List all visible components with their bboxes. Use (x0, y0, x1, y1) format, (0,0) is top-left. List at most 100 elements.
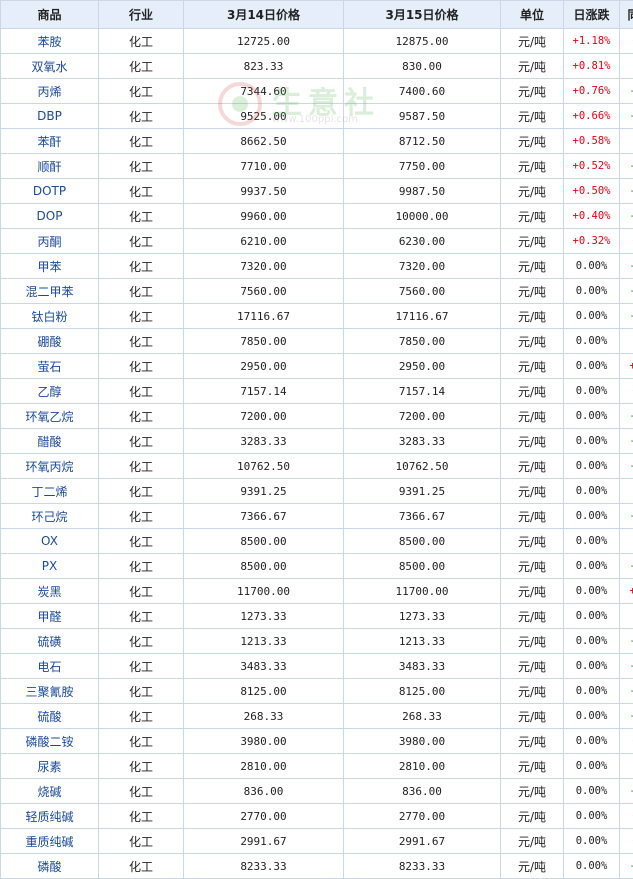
yoy-change-cell: -16.90% (619, 778, 633, 804)
price-2-cell: 3980.00 (343, 728, 501, 754)
unit-cell: 元/吨 (500, 103, 564, 129)
industry-cell: 化工 (98, 128, 184, 154)
product-name-cell[interactable]: 环氧丙烷 (0, 453, 99, 479)
product-name-cell[interactable]: OX (0, 528, 99, 554)
unit-cell: 元/吨 (500, 528, 564, 554)
industry-cell: 化工 (98, 828, 184, 854)
price-2-cell: 836.00 (343, 778, 501, 804)
product-name-cell[interactable]: 萤石 (0, 353, 99, 379)
daily-change-cell: 0.00% (563, 353, 620, 379)
price-1-cell: 2991.67 (183, 828, 344, 854)
yoy-change-cell: +13.07% (619, 353, 633, 379)
yoy-change-cell: -9.21% (619, 603, 633, 629)
header-yoy-change: 同比涨跌 (619, 0, 633, 29)
product-name-cell[interactable]: PX (0, 553, 99, 579)
product-name-cell[interactable]: 乙醇 (0, 378, 99, 404)
product-name-cell[interactable]: 尿素 (0, 753, 99, 779)
product-name-cell[interactable]: 电石 (0, 653, 99, 679)
industry-cell: 化工 (98, 678, 184, 704)
price-1-cell: 2770.00 (183, 803, 344, 829)
product-name-cell[interactable]: 轻质纯碱 (0, 803, 99, 829)
yoy-change-cell: -5.56% (619, 528, 633, 554)
price-2-cell: 10762.50 (343, 453, 501, 479)
industry-cell: 化工 (98, 278, 184, 304)
daily-change-cell: 0.00% (563, 478, 620, 504)
product-name-cell[interactable]: 双氧水 (0, 53, 99, 79)
unit-cell: 元/吨 (500, 303, 564, 329)
product-name-cell[interactable]: 丙烯 (0, 78, 99, 104)
product-name-cell[interactable]: 三聚氰胺 (0, 678, 99, 704)
price-1-cell: 6210.00 (183, 228, 344, 254)
price-2-cell: 7320.00 (343, 253, 501, 279)
product-name-cell[interactable]: 烧碱 (0, 778, 99, 804)
product-name-cell[interactable]: 硫磺 (0, 628, 99, 654)
product-name-cell[interactable]: 环己烷 (0, 503, 99, 529)
table-header: 商品 行业 3月14日价格 3月15日价格 单位 日涨跌 同比涨跌 (0, 0, 633, 29)
unit-cell: 元/吨 (500, 853, 564, 879)
yoy-change-cell: +1.38% (619, 28, 633, 54)
product-name-cell[interactable]: DOTP (0, 178, 99, 204)
price-1-cell: 7710.00 (183, 153, 344, 179)
price-2-cell: 7750.00 (343, 153, 501, 179)
price-2-cell: 1213.33 (343, 628, 501, 654)
industry-cell: 化工 (98, 778, 184, 804)
product-name-cell[interactable]: 丙酮 (0, 228, 99, 254)
industry-cell: 化工 (98, 728, 184, 754)
unit-cell: 元/吨 (500, 653, 564, 679)
product-name-cell[interactable]: 丁二烯 (0, 478, 99, 504)
daily-change-cell: +0.66% (563, 103, 620, 129)
daily-change-cell: 0.00% (563, 828, 620, 854)
product-name-cell[interactable]: DBP (0, 103, 99, 129)
industry-cell: 化工 (98, 578, 184, 604)
industry-cell: 化工 (98, 753, 184, 779)
product-name-cell[interactable]: 混二甲苯 (0, 278, 99, 304)
yoy-change-cell: -21.82% (619, 178, 633, 204)
product-name-cell[interactable]: DOP (0, 203, 99, 229)
price-2-cell: 2950.00 (343, 353, 501, 379)
price-1-cell: 7157.14 (183, 378, 344, 404)
price-2-cell: 7400.60 (343, 78, 501, 104)
product-name-cell[interactable]: 苯酐 (0, 128, 99, 154)
product-name-cell[interactable]: 硼酸 (0, 328, 99, 354)
price-1-cell: 7850.00 (183, 328, 344, 354)
product-name-cell[interactable]: 苯胺 (0, 28, 99, 54)
price-2-cell: 9587.50 (343, 103, 501, 129)
price-1-cell: 1273.33 (183, 603, 344, 629)
unit-cell: 元/吨 (500, 203, 564, 229)
product-name-cell[interactable]: 炭黑 (0, 578, 99, 604)
industry-cell: 化工 (98, 353, 184, 379)
industry-cell: 化工 (98, 303, 184, 329)
industry-cell: 化工 (98, 253, 184, 279)
product-name-cell[interactable]: 顺酐 (0, 153, 99, 179)
industry-cell: 化工 (98, 803, 184, 829)
price-1-cell: 3980.00 (183, 728, 344, 754)
price-2-cell: 830.00 (343, 53, 501, 79)
product-name-cell[interactable]: 甲苯 (0, 253, 99, 279)
product-name-cell[interactable]: 钛白粉 (0, 303, 99, 329)
price-2-cell: 7366.67 (343, 503, 501, 529)
product-name-cell[interactable]: 醋酸 (0, 428, 99, 454)
product-name-cell[interactable]: 重质纯碱 (0, 828, 99, 854)
price-1-cell: 9960.00 (183, 203, 344, 229)
price-1-cell: 8233.33 (183, 853, 344, 879)
product-name-cell[interactable]: 环氧乙烷 (0, 403, 99, 429)
product-name-cell[interactable]: 磷酸二铵 (0, 728, 99, 754)
product-name-cell[interactable]: 磷酸 (0, 853, 99, 879)
daily-change-cell: 0.00% (563, 528, 620, 554)
price-1-cell: 8662.50 (183, 128, 344, 154)
product-name-cell[interactable]: 甲醛 (0, 603, 99, 629)
industry-cell: 化工 (98, 628, 184, 654)
product-name-cell[interactable]: 硫酸 (0, 703, 99, 729)
yoy-change-cell: +9.34% (619, 728, 633, 754)
